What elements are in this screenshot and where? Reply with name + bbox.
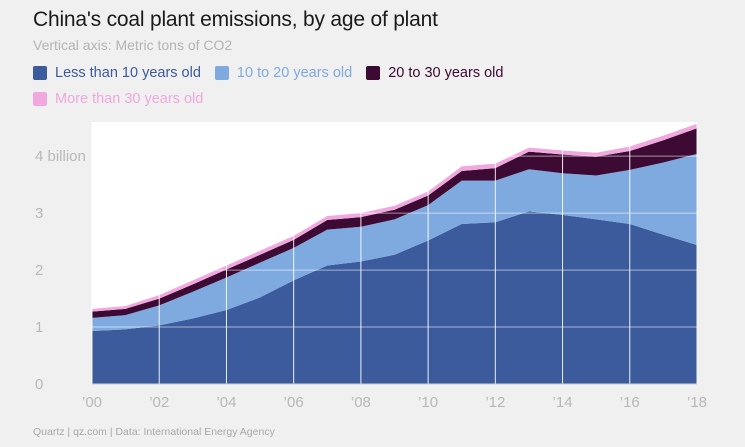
legend-item-less-than-10: Less than 10 years old (33, 64, 201, 82)
y-tick-label: 1 (35, 319, 43, 336)
y-tick-label: 0 (35, 376, 43, 393)
legend-swatch-10-to-20 (214, 66, 229, 80)
area-series-1 (92, 211, 697, 384)
area-series-2 (92, 153, 697, 332)
legend: Less than 10 years old 10 to 20 years ol… (33, 64, 593, 116)
legend-label-20-to-30: 20 to 30 years old (388, 65, 504, 81)
legend-swatch-20-to-30 (366, 66, 381, 80)
x-tick-label: ’12 (485, 394, 505, 411)
x-tick-label: ’10 (418, 394, 438, 411)
legend-item-20-to-30: 20 to 30 years old (366, 64, 503, 82)
legend-swatch-more-than-30 (33, 92, 47, 106)
legend-label-more-than-30: More than 30 years old (55, 91, 204, 107)
y-tick-label: 2 (35, 262, 43, 279)
x-tick-label: ’14 (553, 394, 573, 411)
source-note: Quartz | qz.com | Data: International En… (33, 426, 275, 438)
legend-swatch-less-than-10 (33, 66, 47, 80)
x-tick-label: ’18 (687, 394, 707, 411)
chart-title: China's coal plant emissions, by age of … (33, 8, 438, 31)
legend-label-10-to-20: 10 to 20 years old (236, 65, 353, 81)
x-tick-label: ’06 (284, 394, 304, 411)
x-tick-label: ’04 (216, 394, 236, 411)
x-tick-label: ’00 (82, 394, 102, 411)
legend-label-less-than-10: Less than 10 years old (55, 65, 201, 81)
y-tick-label: 3 (35, 205, 43, 222)
legend-item-10-to-20: 10 to 20 years old (214, 64, 353, 82)
chart-subtitle: Vertical axis: Metric tons of CO2 (33, 37, 233, 53)
legend-item-more-than-30: More than 30 years old (33, 90, 203, 108)
x-tick-label: ’02 (149, 394, 169, 411)
x-tick-label: ’16 (620, 394, 640, 411)
x-tick-label: ’08 (351, 394, 371, 411)
y-tick-label: 4 billion (35, 148, 86, 165)
